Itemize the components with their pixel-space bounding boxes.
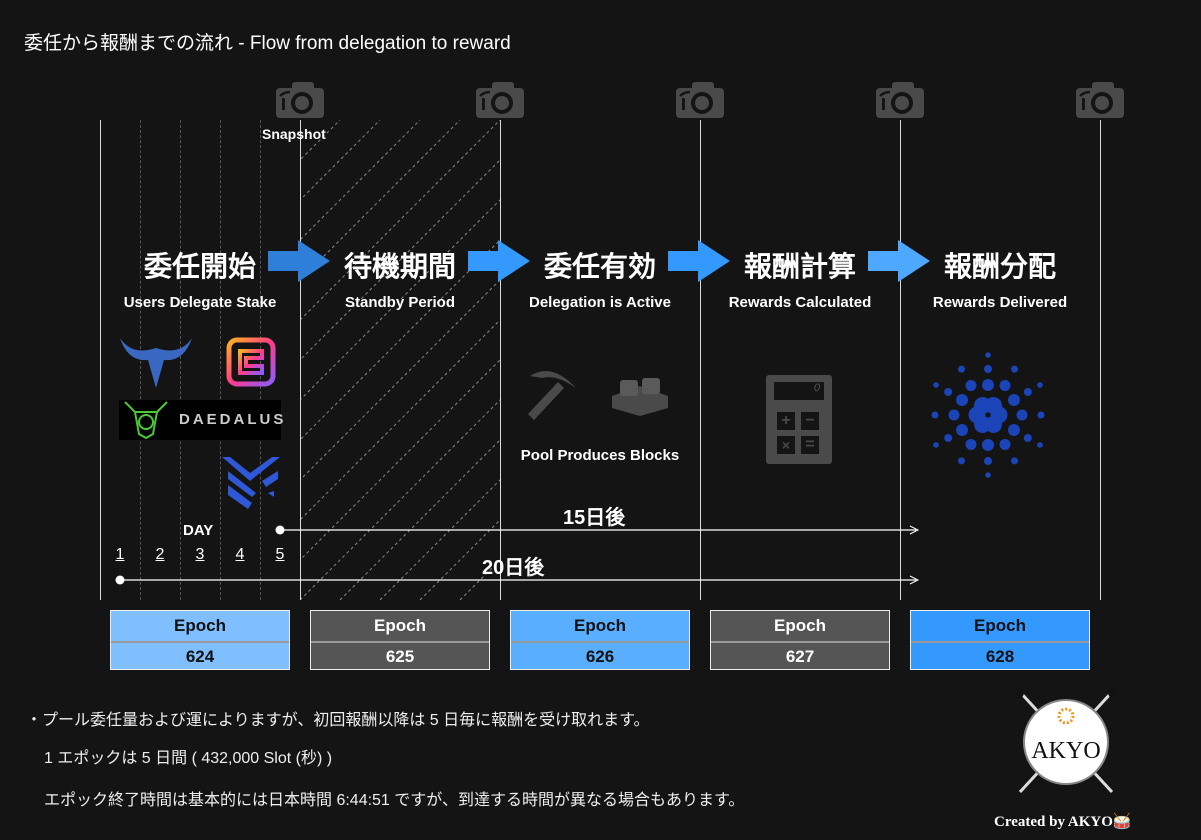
epoch-label: Epoch — [911, 611, 1089, 643]
arrow-right-icon — [868, 240, 930, 282]
wallet-logo-eternl — [226, 337, 276, 387]
daedalus-text: DAEDALUS — [179, 411, 287, 428]
pool-produces-blocks-label: Pool Produces Blocks — [520, 447, 680, 464]
snapshot-label: Snapshot — [262, 126, 326, 142]
epoch-boundary — [700, 120, 701, 600]
epoch-number: 628 — [985, 647, 1015, 666]
arrow-right-icon — [668, 240, 730, 282]
epoch-label: Epoch — [111, 611, 289, 643]
epoch-boundary — [900, 120, 901, 600]
akyo-logo-text: AKYO — [1031, 738, 1100, 764]
day-number: 2 — [155, 546, 165, 563]
camera-icon — [276, 80, 324, 120]
camera-icon — [1076, 80, 1124, 120]
epoch-box: Epoch 624 — [110, 610, 290, 670]
epoch-box: Epoch 628 — [910, 610, 1090, 670]
day-number: 1 — [115, 546, 125, 563]
epoch-label: Epoch — [711, 611, 889, 643]
epoch-box: Epoch 626 — [510, 610, 690, 670]
akyo-logo: AKYO — [1016, 686, 1116, 794]
span-15-label: 15日後 — [563, 507, 626, 529]
credit-text: Created by AKYO🥁 — [994, 814, 1132, 830]
stage-subtitle: Delegation is Active — [529, 294, 671, 311]
wallet-logo-daedalus: DAEDALUS — [119, 400, 283, 440]
camera-icon — [676, 80, 724, 120]
epoch-box: Epoch 627 — [710, 610, 890, 670]
calculator-display: 0 — [774, 382, 824, 400]
day-label: DAY — [183, 522, 214, 539]
epoch-number: 626 — [585, 647, 615, 666]
stage-title: 待機期間 — [343, 251, 456, 282]
wallet-logo-typhon — [222, 457, 280, 509]
pickaxe-icon — [528, 371, 576, 420]
stage-subtitle: Standby Period — [344, 294, 456, 311]
arrow-right-icon — [268, 240, 330, 282]
stage-subtitle: Rewards Calculated — [728, 294, 872, 311]
diagram-title: 委任から報酬までの流れ - Flow from delegation to re… — [24, 33, 511, 54]
day-divider — [180, 120, 181, 600]
note-line: 1 エポックは 5 日間 ( 432,000 Slot (秒) ) — [44, 750, 333, 767]
day-number: 5 — [275, 546, 285, 563]
wallet-logo-dragon — [120, 338, 192, 388]
epoch-number: 625 — [385, 647, 415, 666]
epoch-number: 627 — [785, 647, 815, 666]
day-divider — [140, 120, 141, 600]
stage-title: 委任有効 — [543, 251, 656, 282]
day-divider — [220, 120, 221, 600]
epoch-box: Epoch 625 — [310, 610, 490, 670]
stage-subtitle: Users Delegate Stake — [123, 294, 277, 311]
epoch-number: 624 — [185, 647, 215, 666]
note-line: ・プール委任量および運によりますが、初回報酬以降は 5 日毎に報酬を受け取れます… — [26, 712, 650, 729]
epoch-label: Epoch — [511, 611, 689, 643]
note-line: エポック終了時間は基本的には日本時間 6:44:51 ですが、到達する時間が異な… — [44, 792, 745, 809]
epoch-boundary — [300, 120, 301, 600]
epoch-boundary — [500, 120, 501, 600]
stage-title: 報酬計算 — [743, 251, 856, 282]
epoch-boundary — [1100, 120, 1101, 600]
span-20-label: 20日後 — [482, 557, 545, 579]
epoch-boundary — [100, 120, 101, 600]
stage-title: 委任開始 — [143, 251, 256, 282]
blocks-icon — [612, 378, 668, 416]
calculator-icon: 0 + − × = — [766, 375, 832, 464]
epoch-label: Epoch — [311, 611, 489, 643]
standby-hatch — [300, 120, 500, 600]
day-number: 4 — [235, 546, 245, 563]
camera-icon — [476, 80, 524, 120]
stage-title: 報酬分配 — [943, 251, 1056, 282]
cardano-logo — [931, 352, 1045, 478]
arrow-right-icon — [468, 240, 530, 282]
camera-icon — [876, 80, 924, 120]
day-number: 3 — [195, 546, 205, 563]
bull-icon — [124, 401, 168, 440]
stage-subtitle: Rewards Delivered — [932, 294, 1068, 311]
